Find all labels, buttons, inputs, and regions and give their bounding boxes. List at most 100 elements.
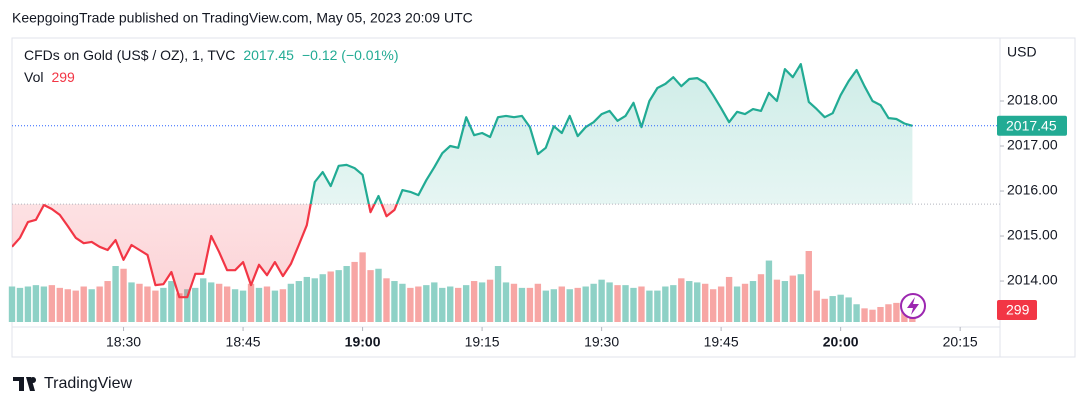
volume-bar	[128, 282, 135, 322]
volume-bar	[805, 251, 812, 322]
legend-change: −0.12 (−0.01%)	[302, 47, 399, 63]
volume-bar	[550, 289, 557, 322]
volume-bar	[542, 290, 550, 322]
volume-bar	[813, 290, 820, 322]
x-tick-label: 19:00	[345, 334, 381, 350]
volume-bar	[48, 285, 56, 322]
x-tick-label: 19:45	[704, 334, 739, 350]
volume-bar	[447, 286, 454, 322]
legend-price: 2017.45	[243, 47, 294, 63]
volume-bar	[877, 306, 884, 322]
x-tick-label: 20:15	[943, 334, 978, 350]
volume-bar	[271, 290, 279, 322]
volume-bar	[789, 275, 797, 322]
volume-bar	[383, 278, 390, 322]
legend-volume: Vol 299	[24, 69, 75, 85]
volume-bar	[168, 281, 175, 322]
volume-bar	[319, 274, 326, 322]
volume-bar	[622, 285, 629, 322]
volume-bar	[223, 286, 231, 322]
volume-bar	[120, 268, 127, 322]
volume-bar	[717, 286, 725, 322]
volume-bar	[702, 283, 709, 322]
volume-name: Vol	[24, 69, 43, 85]
volume-bar	[614, 285, 621, 322]
volume-bar	[534, 283, 542, 322]
plot: 2018.00 2017.00 2016.00 2015.00 2014.00 18:30…	[8, 62, 1067, 350]
volume-bar	[208, 282, 215, 322]
volume-bar	[287, 283, 295, 322]
volume-bar	[263, 286, 271, 322]
volume-bar	[351, 261, 358, 322]
volume-bar	[526, 287, 534, 322]
volume-bar	[566, 289, 573, 322]
volume-tag-label: 299	[1006, 302, 1030, 318]
volume-bar	[725, 276, 733, 322]
volume-bar	[494, 266, 502, 322]
volume-bar	[678, 278, 685, 322]
volume-bar	[104, 281, 111, 322]
volume-bar	[8, 286, 16, 322]
volume-last: 299	[51, 69, 75, 85]
volume-bar	[152, 290, 159, 322]
volume-bar	[502, 282, 510, 322]
volume-bar	[797, 274, 804, 322]
volume-bar	[160, 287, 167, 322]
x-tick-label: 18:30	[106, 334, 141, 350]
volume-bar	[598, 279, 605, 322]
area-down	[12, 204, 397, 298]
price-tag	[997, 115, 1067, 136]
volume-bar	[781, 281, 789, 322]
volume-bar	[24, 286, 32, 322]
volume-bar	[184, 289, 191, 322]
volume-bar	[486, 279, 494, 322]
volume-bar	[399, 283, 406, 322]
volume-bar	[654, 290, 661, 322]
volume-bar	[255, 287, 263, 322]
volume-bar	[367, 270, 374, 322]
volume-bar	[359, 252, 366, 322]
y-tick-label: 2014.00	[1007, 272, 1058, 288]
volume-bar	[144, 286, 151, 322]
volume-bar	[470, 281, 478, 322]
volume-bar	[303, 276, 310, 322]
volume-bar	[829, 296, 836, 322]
volume-bar	[112, 266, 119, 322]
volume-bar	[423, 285, 430, 322]
volume-bar	[407, 287, 414, 322]
volume-bar	[646, 290, 653, 322]
volume-bar	[96, 286, 103, 322]
currency: USD	[1007, 44, 1037, 60]
volume-bar	[431, 282, 438, 322]
volume-bar	[462, 285, 470, 322]
volume-bar	[694, 282, 701, 322]
volume-bar	[893, 302, 900, 322]
volume-bar	[16, 287, 24, 322]
volume-bar	[215, 283, 223, 322]
brand: TradingView	[44, 375, 132, 392]
volume-bar	[518, 287, 526, 322]
volume-bar	[343, 266, 350, 322]
volume-bar	[510, 283, 518, 322]
volume-bar	[439, 287, 446, 322]
x-tick-label: 19:15	[465, 334, 500, 350]
volume-bar	[709, 289, 717, 322]
volume-bar	[88, 289, 95, 322]
volume-bar	[231, 289, 239, 322]
replay-icon	[900, 293, 926, 319]
volume-bar	[558, 286, 565, 322]
volume-bar	[853, 304, 860, 322]
x-tick-label: 20:00	[823, 334, 859, 350]
x-tick-label: 19:30	[584, 334, 619, 350]
volume-bar	[733, 286, 741, 322]
volume-bar	[279, 289, 287, 322]
volume-bar	[837, 294, 844, 322]
volume-bar	[630, 287, 637, 322]
volume-bar	[845, 297, 852, 322]
volume-bar	[136, 283, 143, 322]
y-tick-label: 2016.00	[1007, 182, 1058, 198]
price-line-up	[43, 62, 913, 205]
volume-bar	[869, 309, 876, 322]
volume-bar	[192, 287, 199, 322]
